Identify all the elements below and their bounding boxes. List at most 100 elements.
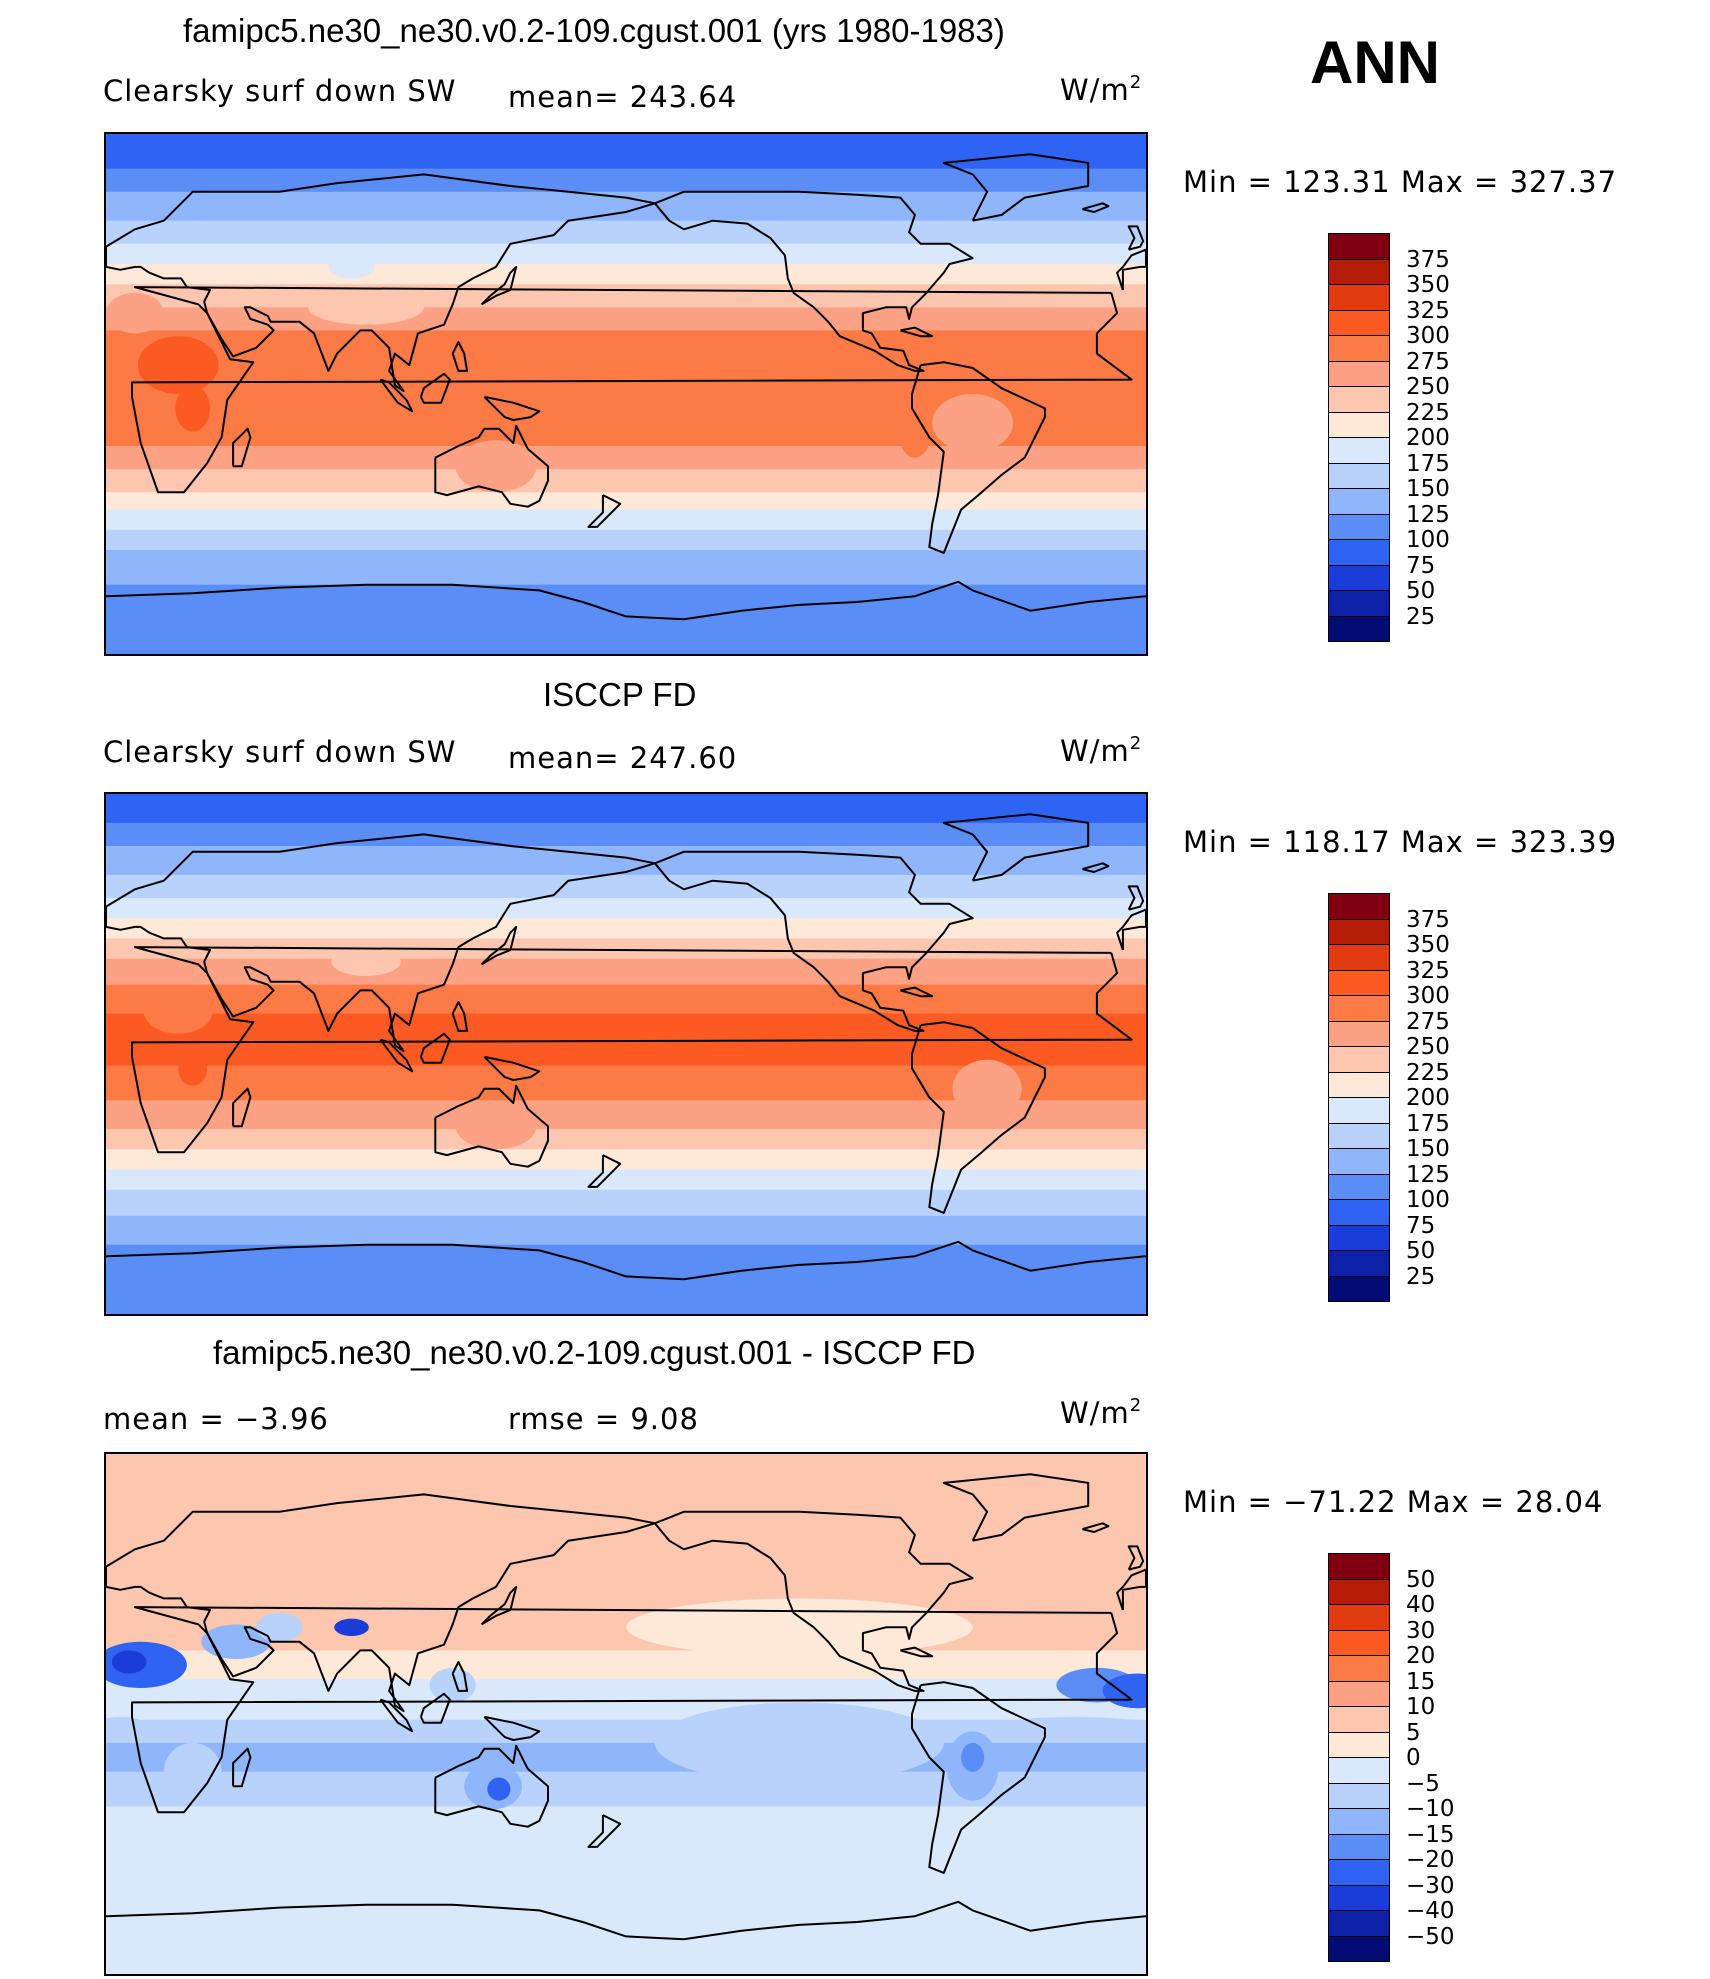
colorbar-swatch: [1328, 1629, 1390, 1656]
colorbar-label: −15: [1406, 1821, 1455, 1848]
coastline: [434, 1744, 549, 1828]
colorbar-label: 100: [1406, 527, 1450, 553]
colorbar-swatch: [1328, 1731, 1390, 1758]
field-band: [106, 1129, 1146, 1150]
coastline: [654, 850, 974, 1032]
colorbar-swatch: [1328, 1020, 1390, 1047]
coastline: [419, 1032, 451, 1064]
colorbar-label: 175: [1406, 1110, 1450, 1137]
colorbar-swatch: [1328, 1706, 1390, 1733]
colorbar-swatch: [1328, 1757, 1390, 1784]
coastline: [106, 833, 656, 1053]
panel-3-rmse: rmse = 9.08: [508, 1402, 699, 1436]
field-band: [106, 1858, 1146, 1900]
coastline: [434, 424, 549, 508]
field-band: [106, 243, 1146, 265]
colorbar-label: −20: [1406, 1847, 1455, 1873]
coastline: [232, 1747, 252, 1788]
colorbar-label: 300: [1406, 323, 1450, 349]
colorbar-label: 75: [1406, 1212, 1436, 1239]
colorbar-swatch: [1328, 386, 1390, 413]
colorbar-label: 225: [1406, 399, 1450, 426]
field-patch: [328, 255, 375, 279]
colorbar-swatch: [1328, 437, 1390, 464]
field-band: [106, 984, 1146, 1015]
field-patch: [143, 987, 213, 1034]
colorbar-label: 225: [1406, 1059, 1450, 1086]
field-band: [106, 264, 1146, 285]
panel-2-mean: mean= 247.60: [508, 741, 738, 775]
colorbar-label: 250: [1406, 374, 1450, 400]
coastline: [106, 1900, 1146, 1941]
coastline: [900, 1646, 934, 1658]
coastline: [654, 190, 974, 372]
field-band: [106, 1719, 1146, 1744]
field-patch: [455, 440, 537, 493]
colorbar-swatch: [1328, 1655, 1390, 1682]
difference-map: [104, 1452, 1148, 1976]
field-patch: [256, 1612, 303, 1642]
colorbar-swatch: [1328, 1859, 1390, 1886]
field-patch: [626, 1598, 973, 1657]
colorbar-label: 125: [1406, 1161, 1450, 1188]
colorbar-label: 30: [1406, 1617, 1436, 1644]
coastline: [654, 1510, 974, 1692]
coastline: [911, 1021, 1046, 1214]
colorbar-swatch: [1328, 1553, 1390, 1580]
field-patch: [137, 336, 219, 394]
colorbar-swatch: [1328, 513, 1390, 540]
colorbar-label: 200: [1406, 1085, 1450, 1111]
coastline: [106, 173, 656, 393]
colorbar-swatch: [1328, 1833, 1390, 1860]
colorbar-label: 150: [1406, 476, 1450, 502]
colorbar-swatch: [1328, 1808, 1390, 1835]
colorbar-swatch: [1328, 1071, 1390, 1098]
panel-1-minmax: Min = 123.31 Max = 327.37: [1183, 165, 1618, 199]
colorbar-swatch: [1328, 564, 1390, 591]
panel-1-mean: mean= 243.64: [508, 80, 738, 114]
field-band: [106, 1650, 1146, 1680]
field-band: [106, 822, 1146, 847]
colorbar-label: −30: [1406, 1872, 1455, 1899]
colorbar-label: 175: [1406, 450, 1450, 477]
field-patch: [961, 1742, 985, 1772]
coastline: [587, 1154, 622, 1188]
colorbar-swatch: [1328, 1199, 1390, 1226]
field-band: [106, 1149, 1146, 1171]
colorbar-swatch: [1328, 1935, 1390, 1962]
field-patch: [201, 1624, 271, 1660]
panel-3-minmax: Min = −71.22 Max = 28.04: [1183, 1485, 1604, 1519]
colorbar-label: 100: [1406, 1187, 1450, 1213]
colorbar-swatch: [1328, 1097, 1390, 1124]
field-patch: [178, 1051, 208, 1086]
season-label: ANN: [1310, 29, 1440, 96]
colorbar-label: 350: [1406, 272, 1450, 298]
colorbar-label: 350: [1406, 932, 1450, 958]
coastline: [1082, 202, 1110, 213]
coastline: [1127, 885, 1145, 911]
map-svg: [106, 1454, 1146, 1974]
coastline: [106, 1240, 1146, 1281]
panel-3-mean: mean = −3.96: [103, 1402, 329, 1436]
colorbar-swatch: [1328, 1122, 1390, 1149]
coastline: [379, 1698, 414, 1733]
colorbar-swatch: [1328, 1578, 1390, 1605]
colorbar-label: 125: [1406, 501, 1450, 528]
coastline: [483, 1055, 541, 1081]
field-band: [106, 509, 1146, 531]
field-band: [106, 134, 1146, 170]
coastline: [106, 1493, 656, 1713]
field-band: [106, 584, 1146, 654]
coastline: [419, 1692, 451, 1724]
coastline: [106, 580, 1146, 621]
colorbar-swatch: [1328, 1884, 1390, 1911]
coastline: [942, 813, 1090, 882]
panel-3-title: famipc5.ne30_ne30.v0.2-109.cgust.001 - I…: [213, 1334, 976, 1371]
field-patch: [932, 394, 1014, 452]
field-patch: [106, 292, 164, 334]
coastline: [451, 1661, 469, 1692]
coastline: [480, 925, 518, 966]
field-patch: [308, 290, 424, 325]
coastline: [419, 372, 451, 404]
coastline: [911, 361, 1046, 554]
